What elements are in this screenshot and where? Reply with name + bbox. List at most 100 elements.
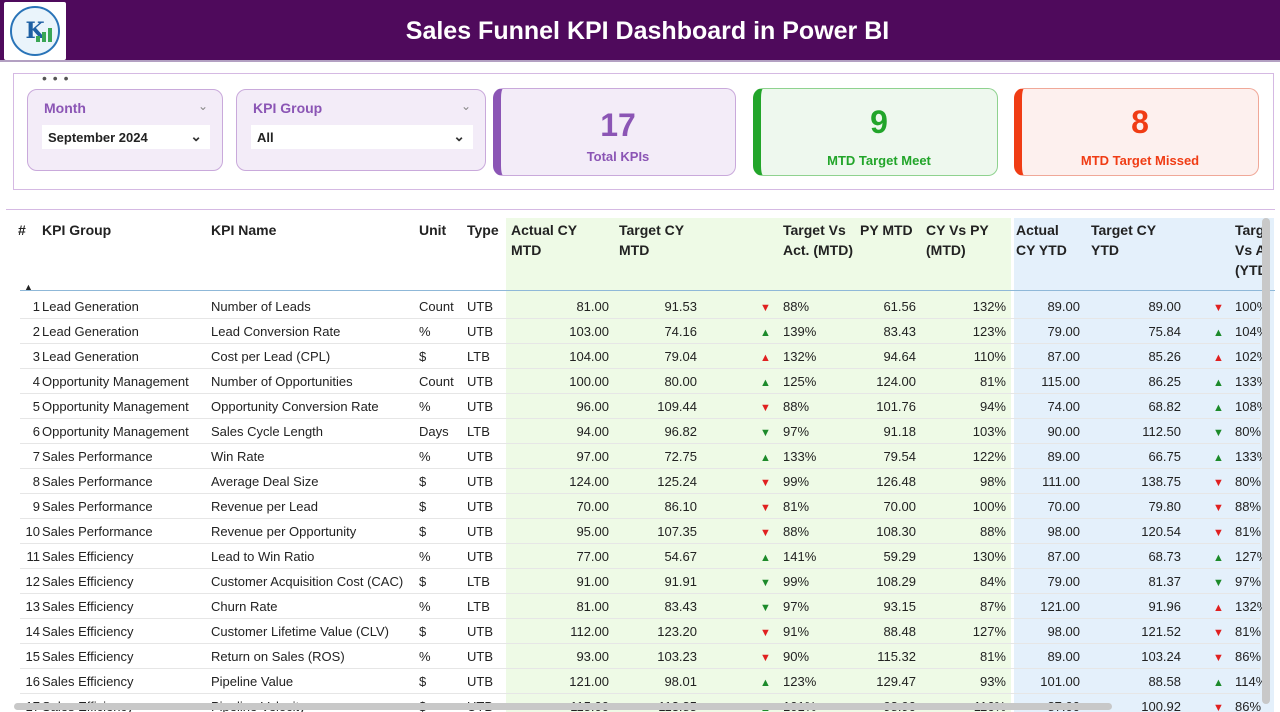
vertical-scrollbar[interactable] (1262, 218, 1270, 704)
trend-mtd-icon: ▲ (760, 344, 774, 369)
table-row[interactable]: 13 Sales Efficiency Churn Rate% LTB 81.00 83.… (6, 594, 1275, 619)
table-row[interactable]: 16 Sales Efficiency Pipeline Value $ UTB 121.… (6, 669, 1275, 694)
col-header-actual-cy-mtd[interactable]: Actual CY MTD (511, 222, 577, 258)
triangle-down-icon: ▼ (760, 627, 771, 639)
trend-ytd-icon: ▼ (1213, 494, 1227, 519)
table-row[interactable]: 1 Lead Generation Number of Leads Count UTB 8… (6, 294, 1275, 319)
table-row[interactable]: 3 Lead Generation Cost per Lead (CPL) $ LTB 1… (6, 344, 1275, 369)
chevron-down-icon[interactable]: ⌄ (197, 99, 208, 113)
cell-py-mtd: 61.56 (883, 299, 916, 314)
col-header-kpi-group[interactable]: KPI Group (42, 222, 112, 238)
table-row[interactable]: 2 Lead Generation Lead Conversion Rate% UTB… (6, 319, 1275, 344)
cell-actual-cy-ytd: 79.00 (1047, 324, 1080, 339)
cell-target-vs-act-ytd: 86% (1235, 699, 1262, 712)
cell-target-vs-act-mtd: 99% (783, 474, 810, 489)
row-divider (20, 618, 1260, 619)
trend-mtd-icon: ▼ (760, 519, 774, 544)
cell-target-vs-act-mtd: 88% (783, 299, 810, 314)
table-row[interactable]: 12 Sales Efficiency Customer Acquisition C… (6, 569, 1275, 594)
trend-ytd-icon: ▲ (1213, 394, 1227, 419)
cell-py-mtd: 59.29 (883, 549, 916, 564)
chevron-down-icon[interactable]: ⌄ (460, 99, 471, 113)
more-options-icon[interactable]: • • • (42, 70, 70, 86)
col-header-target-cy-mtd[interactable]: Target CY MTD (619, 222, 684, 258)
cell-target-cy-mtd: 125.24 (657, 474, 697, 489)
col-header-target-vs-act-ytd[interactable]: Targ Vs A (YTD (1235, 222, 1268, 278)
sort-ascending-icon[interactable]: ▲ (24, 282, 33, 292)
cell-kpi-name: Return on Sales (ROS) (211, 649, 345, 664)
cell-kpi-group: Opportunity Management (42, 374, 189, 389)
cell-target-vs-act-ytd: 114% (1235, 674, 1268, 689)
trend-mtd-icon: ▼ (760, 619, 774, 644)
table-row[interactable]: 4 Opportunity Management Number of Opportu… (6, 369, 1275, 394)
table-row[interactable]: 8 Sales Performance Average Deal Size $ UTB 1… (6, 469, 1275, 494)
col-header-target-cy-ytd[interactable]: Target CY YTD (1091, 222, 1156, 258)
table-row[interactable]: 6 Opportunity Management Sales Cycle Lengt… (6, 419, 1275, 444)
cell-kpi-group: Opportunity Management (42, 424, 189, 439)
cell-kpi-group: Sales Efficiency (42, 624, 134, 639)
kpi-group-select[interactable]: All ⌄ (251, 125, 473, 149)
horizontal-scrollbar[interactable] (14, 703, 1112, 710)
cell-unit: $ (419, 524, 427, 539)
trend-ytd-icon: ▼ (1213, 644, 1227, 669)
cell-kpi-group: Sales Efficiency (42, 549, 134, 564)
table-row[interactable]: 10 Sales Performance Revenue per Opportuni… (6, 519, 1275, 544)
table-row[interactable]: 11 Sales Efficiency Lead to Win Ratio% UTB 7… (6, 544, 1275, 569)
cell-type: LTB (467, 599, 490, 614)
col-header-target-vs-act-mtd[interactable]: Target Vs Act. (MTD) (783, 222, 853, 258)
trend-mtd-icon: ▲ (760, 369, 774, 394)
cell-kpi-name: Customer Acquisition Cost (CAC) (211, 574, 404, 589)
row-divider (20, 318, 1260, 319)
cell-target-cy-ytd: 88.58 (1148, 674, 1181, 689)
cell-target-vs-act-mtd: 123% (783, 674, 817, 689)
col-header-num[interactable]: # (18, 222, 26, 238)
col-header-cy-vs-py-mtd[interactable]: CY Vs PY (MTD) (926, 222, 989, 258)
cell-cy-vs-py-mtd: 87% (979, 599, 1006, 614)
trend-ytd-icon: ▲ (1213, 444, 1227, 469)
cell-unit: Count (419, 374, 454, 389)
trend-mtd-icon: ▼ (760, 594, 774, 619)
cell-actual-cy-ytd: 89.00 (1047, 649, 1080, 664)
cell-actual-cy-ytd: 74.00 (1047, 399, 1080, 414)
cell-target-vs-act-ytd: 127% (1235, 549, 1269, 564)
cell-kpi-name: Cost per Lead (CPL) (211, 349, 331, 364)
cell-target-cy-mtd: 98.01 (664, 674, 697, 689)
cell-kpi-name: Opportunity Conversion Rate (211, 399, 379, 414)
table-row[interactable]: 14 Sales Efficiency Customer Lifetime Valu… (6, 619, 1275, 644)
cell-actual-cy-mtd: 81.00 (576, 599, 609, 614)
cell-actual-cy-ytd: 70.00 (1047, 499, 1080, 514)
dropdown-arrow-icon[interactable]: ⌄ (453, 128, 465, 144)
cell-py-mtd: 94.64 (883, 349, 916, 364)
triangle-down-icon: ▼ (760, 527, 771, 539)
cell-target-vs-act-ytd: 80% (1235, 424, 1262, 439)
cell-target-cy-ytd: 81.37 (1148, 574, 1181, 589)
col-header-type[interactable]: Type (467, 222, 499, 238)
ytd-band (1014, 218, 1274, 712)
trend-mtd-icon: ▼ (760, 469, 774, 494)
cell-cy-vs-py-mtd: 110% (973, 349, 1006, 364)
col-header-actual-cy-ytd[interactable]: Actual CY YTD (1016, 222, 1067, 258)
trend-ytd-icon: ▲ (1213, 319, 1227, 344)
col-header-py-mtd[interactable]: PY MTD (860, 222, 913, 238)
cell-kpi-name: Average Deal Size (211, 474, 319, 489)
cell-cy-vs-py-mtd: 81% (979, 649, 1006, 664)
cell-py-mtd: 108.29 (876, 574, 916, 589)
col-header-kpi-name[interactable]: KPI Name (211, 222, 277, 238)
table-row[interactable]: 7 Sales Performance Win Rate% UTB 97.00 72.75… (6, 444, 1275, 469)
kpi-group-slicer[interactable]: KPI Group ⌄ All ⌄ (236, 89, 486, 171)
cell-target-vs-act-mtd: 90% (783, 649, 810, 664)
cell-actual-cy-ytd: 121.00 (1040, 599, 1080, 614)
cell-target-cy-ytd: 121.52 (1141, 624, 1181, 639)
row-divider (20, 593, 1260, 594)
table-row[interactable]: 9 Sales Performance Revenue per Lead $ UTB 70… (6, 494, 1275, 519)
dropdown-arrow-icon[interactable]: ⌄ (190, 128, 202, 144)
table-row[interactable]: 15 Sales Efficiency Return on Sales (ROS)%… (6, 644, 1275, 669)
col-header-unit[interactable]: Unit (419, 222, 447, 238)
table-row[interactable]: 5 Opportunity Management Opportunity Conve… (6, 394, 1275, 419)
cell-py-mtd: 88.48 (883, 624, 916, 639)
cell-target-vs-act-ytd: 108% (1235, 399, 1269, 414)
month-select[interactable]: September 2024 ⌄ (42, 125, 210, 149)
cell-actual-cy-mtd: 93.00 (576, 649, 609, 664)
cell-kpi-group: Lead Generation (42, 299, 139, 314)
month-slicer[interactable]: Month ⌄ September 2024 ⌄ (27, 89, 223, 171)
